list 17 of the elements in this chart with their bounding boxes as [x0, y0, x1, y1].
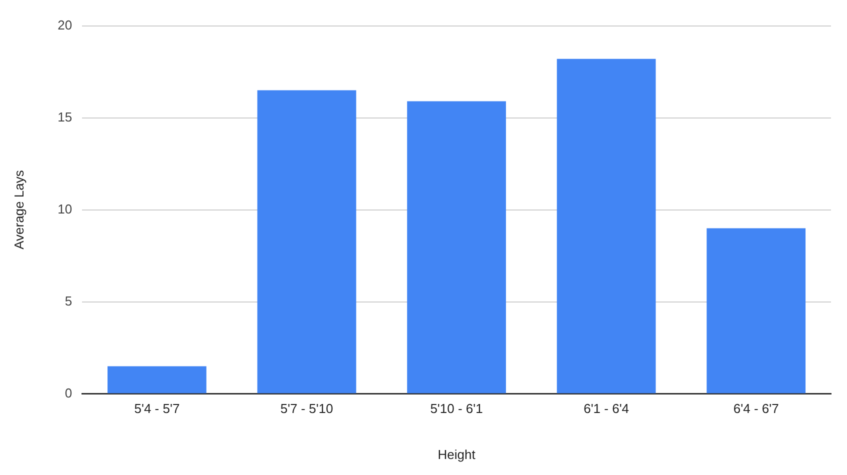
y-tick-label: 20 — [58, 17, 72, 32]
x-axis-title: Height — [438, 446, 476, 462]
y-tick-label: 10 — [58, 201, 72, 216]
x-tick-label: 5'7 - 5'10 — [280, 401, 334, 416]
x-tick-label: 5'10 - 6'1 — [430, 401, 483, 416]
y-tick-label: 15 — [58, 109, 72, 124]
bar — [108, 366, 206, 394]
x-tick-label: 6'4 - 6'7 — [733, 401, 779, 416]
x-tick-label: 6'1 - 6'4 — [584, 401, 630, 416]
x-tick-label: 5'4 - 5'7 — [134, 401, 180, 416]
y-tick-label: 0 — [64, 385, 72, 400]
bar — [257, 90, 356, 394]
bar — [556, 58, 656, 394]
y-tick-label: 5 — [64, 293, 72, 308]
y-axis-title: Average Lays — [11, 170, 26, 250]
bar — [706, 228, 806, 394]
bar — [407, 101, 506, 394]
